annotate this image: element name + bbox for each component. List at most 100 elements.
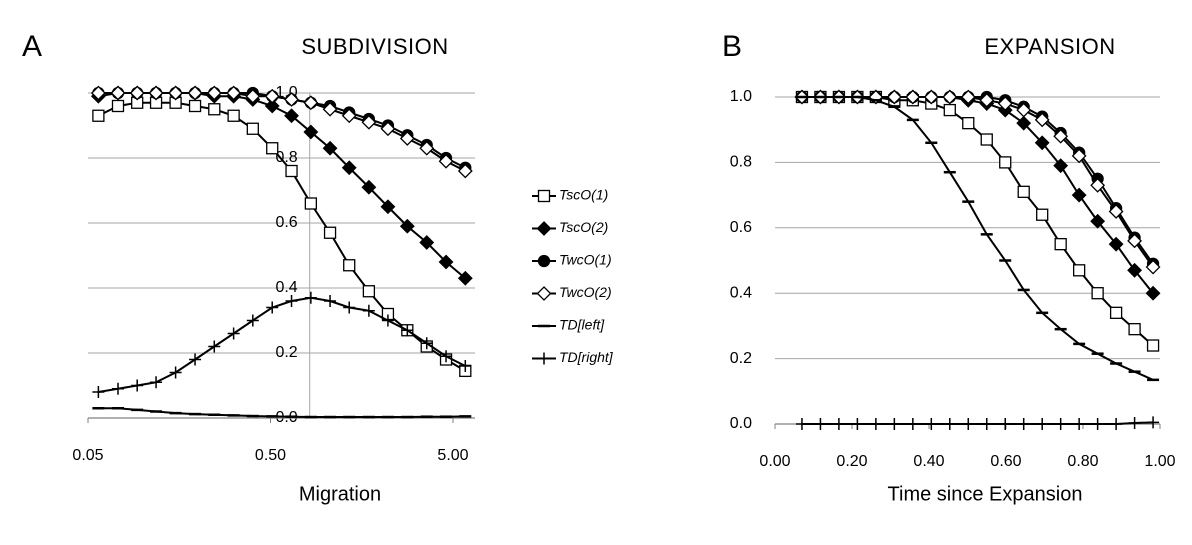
marker [322, 101, 338, 117]
marker [343, 259, 356, 272]
series-line [801, 96, 1154, 381]
x-axis-label: Time since Expansion [888, 483, 1083, 505]
marker [304, 197, 318, 210]
marker [208, 340, 221, 353]
marker [457, 270, 473, 286]
marker [1127, 233, 1143, 249]
marker [380, 199, 396, 215]
series [92, 291, 472, 398]
marker [150, 376, 163, 389]
y-tick-label: 0.4 [275, 279, 297, 296]
x-axis-label: Migration [299, 483, 381, 505]
marker [999, 418, 1012, 430]
marker [1071, 187, 1087, 203]
marker [997, 96, 1013, 111]
marker [925, 418, 938, 430]
marker [999, 156, 1012, 169]
series [794, 89, 1161, 275]
marker [420, 337, 433, 350]
marker [1036, 418, 1049, 430]
marker [401, 324, 414, 337]
legend-label: TscO(2) [559, 219, 608, 235]
marker [1017, 185, 1030, 198]
marker [440, 350, 453, 363]
series-line [801, 96, 1154, 294]
marker [92, 109, 105, 122]
y-tick-label: 0.4 [730, 284, 752, 301]
marker [1090, 213, 1106, 229]
marker [832, 418, 845, 430]
marker [361, 179, 377, 195]
series-line [98, 296, 466, 393]
marker [264, 98, 280, 114]
marker [419, 140, 435, 156]
marker [266, 301, 279, 314]
marker [226, 85, 242, 101]
marker [1128, 417, 1141, 430]
marker [851, 418, 864, 430]
y-tick-label: 0.8 [730, 154, 752, 171]
marker [814, 418, 827, 430]
marker [361, 114, 377, 130]
marker [1071, 148, 1087, 164]
y-tick-label: 1.0 [730, 88, 752, 105]
series [795, 95, 1160, 382]
marker [1145, 259, 1161, 275]
marker [227, 109, 240, 122]
y-tick-label: 0.2 [275, 344, 297, 361]
marker [1090, 177, 1106, 193]
marker [1127, 262, 1143, 278]
marker [168, 85, 184, 101]
marker [1017, 418, 1030, 430]
marker [459, 360, 472, 372]
series [795, 416, 1160, 430]
marker [906, 418, 919, 430]
y-tick-label: 0.6 [275, 214, 297, 231]
x-tick-label: 5.00 [437, 447, 468, 464]
marker [343, 301, 356, 314]
marker [980, 133, 993, 146]
series [90, 85, 473, 179]
marker [979, 92, 995, 108]
marker [285, 164, 298, 178]
marker [1109, 306, 1123, 319]
marker [869, 418, 882, 430]
marker [284, 92, 299, 107]
legend-marker [536, 286, 552, 301]
marker [189, 353, 202, 366]
marker [1110, 418, 1123, 430]
legend-label: TwcO(1) [559, 252, 612, 268]
marker [960, 89, 976, 105]
marker [1091, 418, 1104, 430]
marker [245, 88, 261, 104]
marker [1108, 204, 1124, 219]
marker [399, 218, 415, 234]
marker [962, 418, 975, 430]
marker [323, 226, 337, 239]
marker [304, 291, 317, 304]
marker [438, 254, 454, 270]
marker [246, 122, 259, 135]
marker [303, 124, 319, 140]
marker [131, 379, 144, 392]
marker [1145, 285, 1161, 301]
x-tick-label: 1.00 [1144, 453, 1175, 470]
series [90, 85, 473, 286]
x-tick-label: 0.50 [255, 447, 286, 464]
marker [1054, 418, 1067, 430]
marker [943, 103, 956, 117]
marker [129, 85, 145, 101]
marker [942, 89, 958, 105]
marker [962, 117, 975, 130]
marker [1146, 339, 1160, 352]
marker [980, 418, 993, 430]
marker [206, 85, 222, 101]
y-tick-label: 0.2 [730, 350, 752, 367]
marker [169, 366, 182, 379]
x-tick-label: 0.60 [990, 453, 1021, 470]
marker [264, 88, 280, 104]
marker [1091, 287, 1104, 300]
marker [1108, 236, 1124, 252]
marker [438, 153, 454, 169]
panel-label: B [722, 30, 742, 63]
